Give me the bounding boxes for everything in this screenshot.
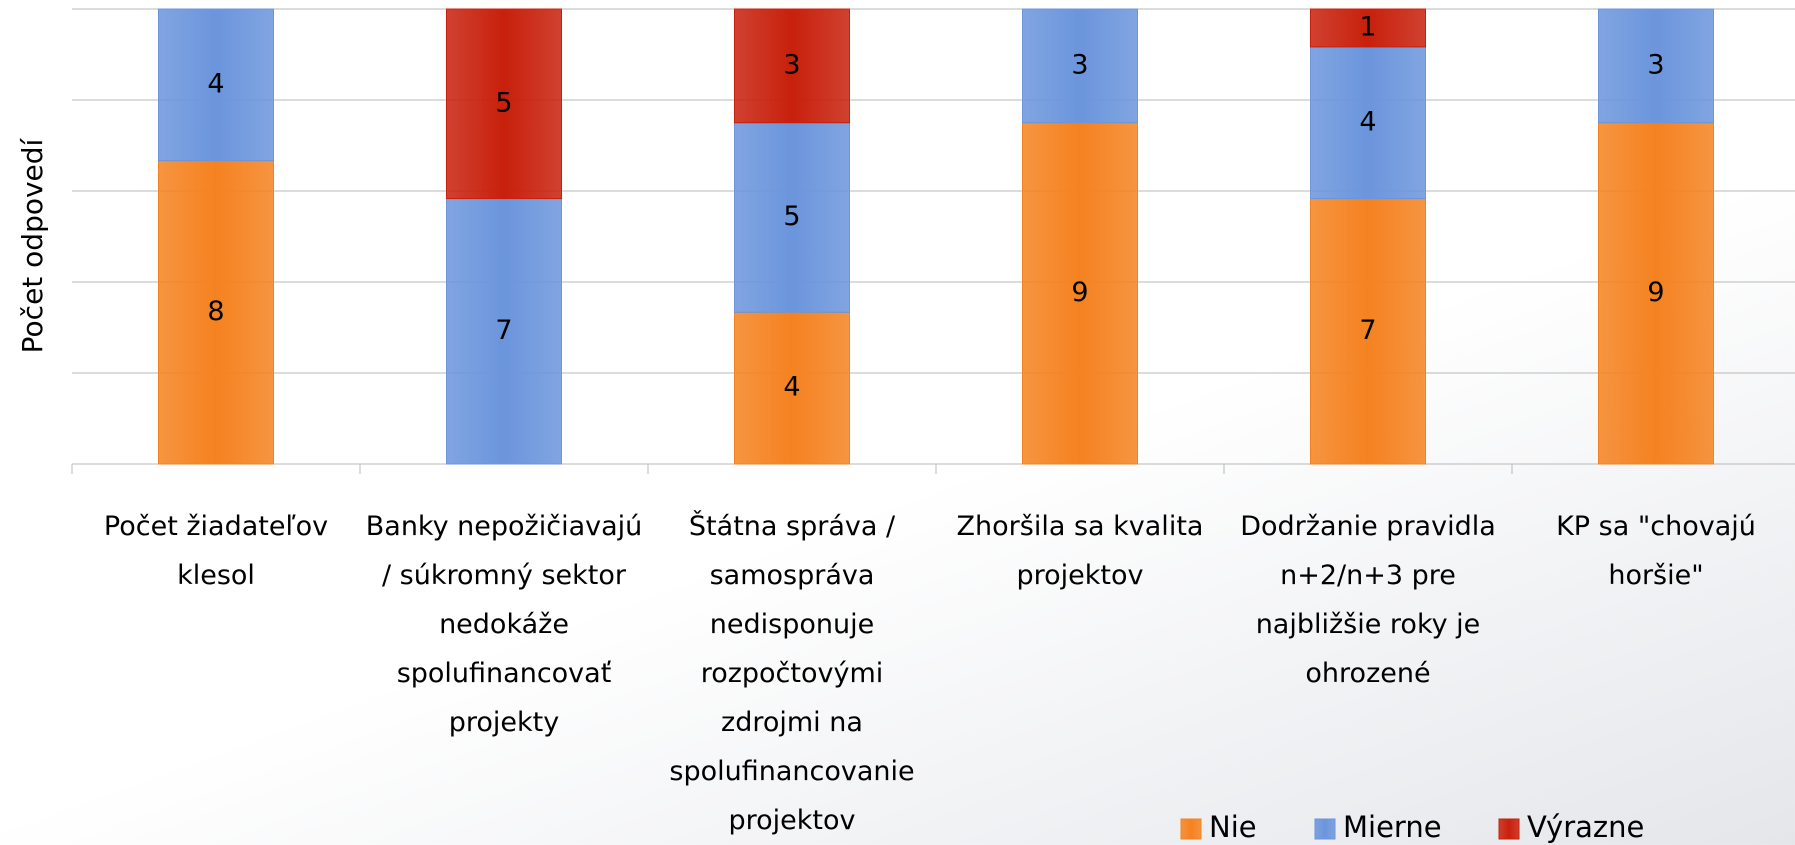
data-label: 9	[1071, 277, 1088, 308]
data-label: 3	[1071, 49, 1088, 80]
bar-segment	[734, 122, 850, 313]
bar-segment	[158, 8, 274, 162]
data-label: 3	[783, 49, 800, 80]
x-tick-label: Banky nepožičiavajú / súkromný sektor ne…	[365, 511, 643, 738]
x-tick-label: KP sa "chovajú horšie"	[1556, 511, 1756, 591]
bar-segment	[1310, 198, 1426, 465]
bar-segment	[1310, 46, 1426, 200]
data-label: 8	[207, 296, 224, 327]
bar-segment	[446, 198, 562, 465]
bar-segment	[1022, 8, 1138, 124]
data-label: 5	[495, 87, 512, 118]
legend-swatch	[1180, 818, 1202, 840]
data-label: 7	[1359, 315, 1376, 346]
data-label: 5	[783, 201, 800, 232]
data-label: 3	[1647, 49, 1664, 80]
legend-swatch	[1498, 818, 1520, 840]
legend-label: Nie	[1209, 810, 1257, 844]
bar-segment	[734, 8, 850, 124]
data-label: 4	[783, 372, 800, 403]
data-label: 7	[495, 315, 512, 346]
bar-segment	[1310, 8, 1426, 48]
bar-segment	[158, 160, 274, 465]
data-label: 4	[1359, 106, 1376, 137]
legend-swatch	[1314, 818, 1336, 840]
x-tick-label: Zhoršila sa kvalita projektov	[956, 511, 1204, 591]
bar-segment	[446, 8, 562, 200]
data-label: 4	[207, 68, 224, 99]
x-tick-label: Počet žiadateľov klesol	[103, 511, 329, 591]
x-tick-label: Dodržanie pravidla n+2/n+3 pre najbližši…	[1240, 511, 1496, 689]
bar-segment	[734, 311, 850, 465]
y-axis-label: Počet odpovedí	[16, 137, 49, 353]
bar-segment	[1022, 122, 1138, 465]
data-label: 1	[1359, 11, 1376, 42]
data-label: 9	[1647, 277, 1664, 308]
legend-label: Mierne	[1343, 810, 1442, 844]
legend-label: Výrazne	[1527, 810, 1644, 844]
bar-segment	[1598, 122, 1714, 465]
bar-segment	[1598, 8, 1714, 124]
x-tick-label: Štátna správa / samospráva nedisponuje r…	[669, 511, 915, 836]
